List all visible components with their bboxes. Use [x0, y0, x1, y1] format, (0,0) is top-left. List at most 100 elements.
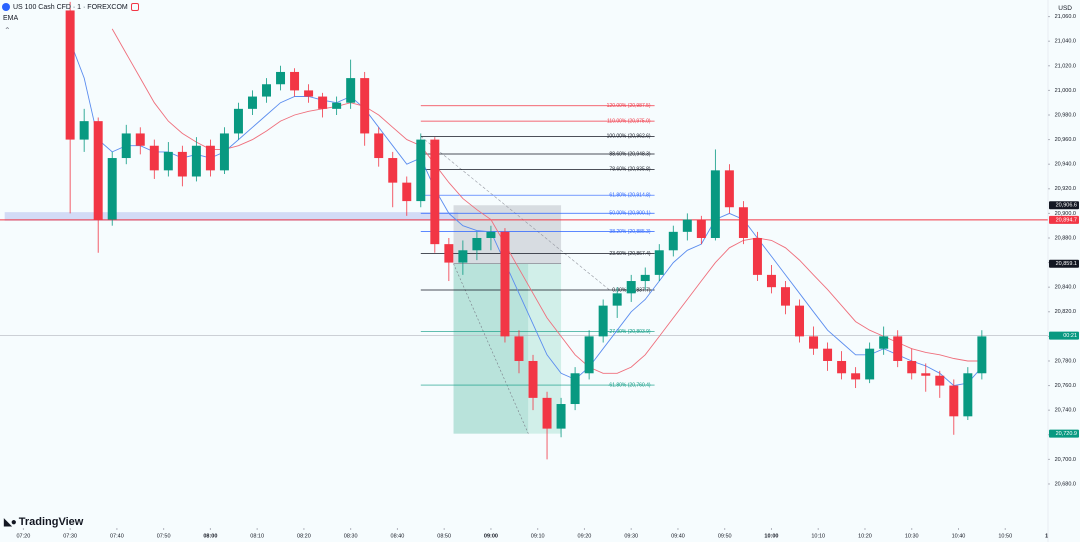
candle-body — [724, 170, 734, 208]
price-tag — [1049, 429, 1079, 438]
candle-body — [219, 133, 229, 171]
y-tick-label: 20,820.0 — [1055, 309, 1076, 315]
candle-body — [191, 145, 201, 177]
x-tick-label: 10:40 — [952, 533, 966, 539]
candle-body — [177, 151, 187, 177]
candle-body — [570, 373, 580, 405]
candle-body — [612, 293, 622, 306]
candle-body — [346, 78, 356, 103]
x-tick-label: 08:20 — [297, 533, 311, 539]
candle-body — [121, 133, 131, 159]
currency[interactable]: USD — [1058, 5, 1072, 12]
candle-body — [598, 305, 608, 337]
candle-body — [430, 139, 440, 245]
candle-body — [823, 348, 833, 361]
x-tick-label: 07:50 — [157, 533, 171, 539]
candle-body — [584, 336, 594, 374]
candle-body — [388, 158, 398, 183]
x-tick-label: 09:50 — [718, 533, 732, 539]
candle-body — [500, 231, 510, 337]
candle-body — [668, 231, 678, 251]
candle-body — [247, 96, 257, 109]
candle-body — [682, 219, 692, 232]
candle-body — [893, 336, 903, 361]
symbol-bar[interactable]: US 100 Cash CFD · 1 · FOREXCOM — [2, 3, 139, 11]
x-tick-label: 09:00 — [484, 533, 498, 539]
candle-body — [416, 139, 426, 202]
candle-body — [851, 373, 861, 380]
y-tick-label: 21,020.0 — [1055, 63, 1076, 69]
y-tick-label: 20,840.0 — [1055, 285, 1076, 291]
candle-body — [626, 281, 636, 294]
candle-body — [963, 373, 973, 417]
candle-body — [458, 250, 468, 263]
candle-body — [865, 348, 875, 380]
logo[interactable]: ◣● TradingView — [4, 516, 83, 528]
fib-label: 61.80% (20,914.8) — [609, 193, 650, 199]
candle-body — [556, 404, 566, 429]
candle-body — [135, 133, 145, 146]
y-tick-label: 20,880.0 — [1055, 235, 1076, 241]
candle-body — [781, 287, 790, 306]
candle-body — [879, 336, 889, 349]
candle-body — [107, 158, 117, 220]
y-tick-label: 20,980.0 — [1055, 112, 1076, 118]
candle-body — [949, 385, 959, 417]
trade-path — [453, 263, 529, 434]
fib-label: -61.80% (20,760.4) — [608, 382, 651, 388]
candle-body — [486, 231, 496, 238]
y-tick-label: 20,680.0 — [1055, 481, 1076, 487]
x-tick-label: 10:50 — [998, 533, 1012, 539]
fib-label: 50.00% (20,900.1) — [609, 211, 650, 217]
price-tag — [1049, 331, 1079, 340]
y-tick-label: 20,960.0 — [1055, 137, 1076, 143]
y-tick-label: 20,700.0 — [1055, 457, 1076, 463]
fib-label: 120.00% (20,987.5) — [607, 103, 651, 109]
candle-body — [290, 71, 300, 91]
price-tag-label: 20,906.6 — [1056, 203, 1077, 209]
price-tag-label: 20,859.1 — [1056, 261, 1077, 267]
x-tick-label: 08:00 — [203, 533, 217, 539]
candle-body — [710, 170, 720, 238]
price-tag — [1049, 201, 1079, 210]
indicator[interactable]: EMA — [3, 15, 19, 22]
y-tick-label: 20,920.0 — [1055, 186, 1076, 192]
collapse[interactable]: ⌃ — [4, 26, 11, 35]
x-tick-label: 09:20 — [578, 533, 592, 539]
y-tick-label: 20,900.0 — [1055, 211, 1076, 217]
symbol: US 100 Cash CFD · 1 · FOREXCOM — [13, 3, 128, 11]
candle-body — [654, 250, 664, 275]
candle-body — [935, 375, 945, 386]
x-tick-label: 10:20 — [858, 533, 872, 539]
candle-body — [977, 336, 987, 374]
x-tick-label: 10:30 — [905, 533, 919, 539]
candle-body — [205, 145, 215, 171]
plot-area: 120.00% (20,987.5) 110.00% (20,975.0) 100.… — [0, 1, 1048, 460]
candle-body — [528, 360, 538, 398]
price-tag-label: 00:21 — [1063, 333, 1077, 339]
candle-body — [276, 71, 286, 85]
candle-body — [374, 133, 384, 159]
candle-body — [542, 397, 552, 429]
candle-body — [163, 151, 173, 171]
candle-body — [696, 219, 706, 238]
logo-text: TradingView — [18, 516, 84, 528]
fib-label: 23.60% (20,867.4) — [609, 251, 650, 257]
x-tick-label: 07:20 — [16, 533, 30, 539]
candle-body — [444, 244, 454, 263]
y-tick-label: 20,780.0 — [1055, 358, 1076, 364]
price-tag-label: 20,894.7 — [1056, 217, 1077, 223]
price-tag — [1049, 259, 1079, 268]
fib-label: -27.00% (20,803.9) — [608, 329, 651, 335]
flag — [130, 3, 139, 11]
candle-body — [907, 360, 917, 374]
candle-body — [79, 121, 89, 140]
candle-body — [233, 108, 243, 134]
price-axis-bg — [1048, 0, 1080, 542]
candle-body — [795, 305, 805, 337]
logo-mark: ◣● — [4, 516, 17, 528]
fib-label: 110.00% (20,975.0) — [607, 118, 651, 124]
candle-body — [93, 121, 103, 220]
candle-body — [332, 102, 342, 109]
